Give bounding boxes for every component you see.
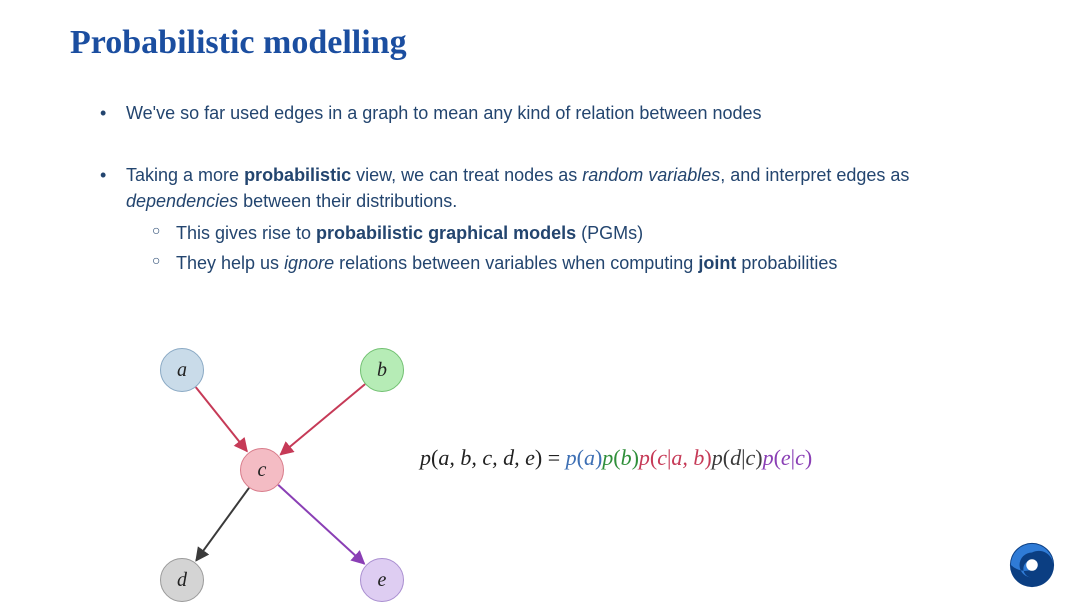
eq-equals: = [542, 445, 565, 470]
edge-c-d [196, 488, 249, 561]
pgm-diagram: abcde [120, 318, 420, 588]
edge-b-c [280, 384, 365, 455]
eq-term: p(e|c) [763, 445, 813, 470]
bullet-1-text: We've so far used edges in a graph to me… [126, 103, 762, 123]
eq-term: p(a, b, c, d, e) [420, 445, 542, 470]
bullet-list: We've so far used edges in a graph to me… [100, 100, 1020, 312]
edge-a-c [196, 387, 247, 451]
sub2-ital: ignore [284, 253, 334, 273]
bullet-2-ital2: dependencies [126, 191, 238, 211]
sub-bullet-2: They help us ignore relations between va… [152, 250, 1020, 276]
eq-term: p(d|c) [712, 445, 763, 470]
sub1-bold: probabilistic graphical models [316, 223, 576, 243]
sub-bullet-list: This gives rise to probabilistic graphic… [152, 220, 1020, 276]
edge-c-e [278, 485, 364, 564]
sub2-pre: They help us [176, 253, 284, 273]
sub2-bold: joint [698, 253, 736, 273]
bullet-2-pre: Taking a more [126, 165, 244, 185]
node-e: e [360, 558, 404, 602]
bullet-2-bold1: probabilistic [244, 165, 351, 185]
sub2-mid: relations between variables when computi… [334, 253, 698, 273]
node-b: b [360, 348, 404, 392]
eq-term: p(b) [602, 445, 639, 470]
bullet-2: Taking a more probabilistic view, we can… [100, 162, 1020, 276]
bullet-2-post: between their distributions. [238, 191, 457, 211]
swirl-logo-icon [1008, 541, 1056, 589]
bullet-1: We've so far used edges in a graph to me… [100, 100, 1020, 126]
sub2-post: probabilities [736, 253, 837, 273]
logo-eye [1026, 559, 1038, 571]
sub1-pre: This gives rise to [176, 223, 316, 243]
joint-factorisation-equation: p(a, b, c, d, e) = p(a)p(b)p(c|a, b)p(d|… [420, 445, 812, 471]
slide: Probabilistic modelling We've so far use… [0, 0, 1080, 607]
node-a: a [160, 348, 204, 392]
eq-term: p(c|a, b) [639, 445, 712, 470]
node-d: d [160, 558, 204, 602]
bullet-2-ital1: random variables [582, 165, 720, 185]
sub1-post: (PGMs) [576, 223, 643, 243]
eq-term: p(a) [566, 445, 603, 470]
node-c: c [240, 448, 284, 492]
slide-title: Probabilistic modelling [70, 24, 407, 62]
bullet-2-mid1: view, we can treat nodes as [351, 165, 582, 185]
bullet-2-mid2: , and interpret edges as [720, 165, 909, 185]
sub-bullet-1: This gives rise to probabilistic graphic… [152, 220, 1020, 246]
